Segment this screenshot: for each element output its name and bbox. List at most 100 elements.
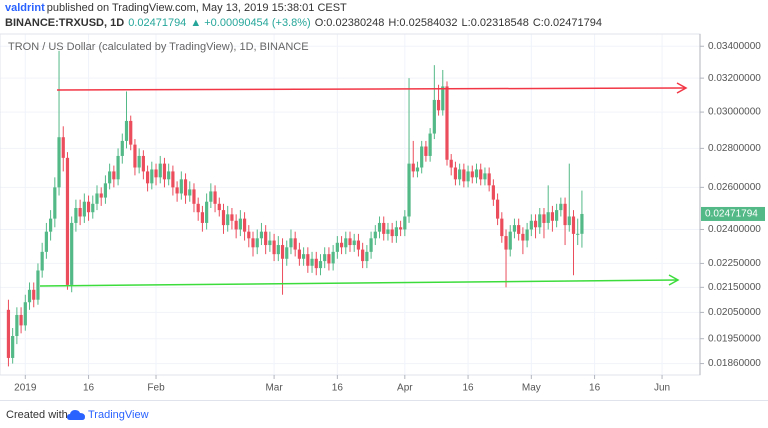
candle-body [428, 133, 432, 156]
chart-title: TRON / US Dollar (calculated by TradingV… [8, 41, 309, 53]
x-tick-label: 16 [83, 383, 95, 394]
candle-body [154, 169, 158, 178]
candle-body [15, 314, 19, 337]
candle-body [162, 163, 167, 180]
candle-body [407, 163, 411, 217]
candle-body [310, 258, 314, 266]
candle-body [221, 210, 226, 226]
candle-body [420, 146, 424, 168]
candle-body [200, 212, 205, 223]
candle-body [529, 220, 533, 230]
candle-body [344, 238, 348, 248]
y-tick-label: 0.03200000 [708, 73, 761, 84]
candle-body [32, 289, 36, 300]
change: ▲ +0.00090454 (+3.8%) [190, 17, 311, 29]
candle-body [285, 247, 289, 259]
y-tick-label: 0.01860000 [708, 358, 761, 369]
candle-body [234, 220, 238, 230]
candle-body [512, 225, 517, 232]
last-price-label: 0.02471794 [705, 209, 758, 220]
brand[interactable]: TradingView [88, 409, 149, 421]
grid [0, 34, 700, 375]
x-tick-label: 16 [332, 383, 344, 394]
candle-body [508, 231, 512, 250]
candle-body [487, 173, 491, 186]
author[interactable]: valdrint [5, 2, 45, 14]
candle-body [339, 242, 344, 248]
candle-body [175, 187, 179, 194]
candle-body [145, 171, 150, 184]
x-tick-label: Jun [654, 383, 670, 394]
y-tick-label: 0.01950000 [708, 333, 761, 344]
candle-body [504, 236, 508, 250]
last: 0.02471794 [128, 17, 187, 29]
candle-body [331, 251, 335, 264]
close: C:0.02471794 [532, 17, 602, 29]
y-tick-label: 0.02800000 [708, 143, 761, 154]
candle-body [474, 169, 479, 178]
candle-body [23, 302, 27, 326]
candle-body [238, 218, 242, 230]
candle-body [441, 86, 445, 111]
candle-body [44, 231, 48, 252]
candle-body [466, 171, 470, 182]
created-with: Created with [6, 409, 68, 421]
candle-body [327, 254, 331, 264]
candle-body [335, 242, 339, 252]
candle-body [217, 203, 221, 211]
candle-body [458, 169, 462, 180]
candle-body [255, 238, 259, 248]
candle-body [495, 199, 500, 219]
candle-body [394, 227, 398, 237]
candle-body [415, 167, 420, 172]
high: H:0.02584032 [388, 17, 458, 29]
candle-body [318, 261, 323, 269]
candle-body [120, 140, 124, 156]
candle-body [209, 191, 213, 202]
candle-body [259, 231, 264, 239]
candle-body [546, 212, 550, 223]
y-tick-label: 0.02600000 [708, 182, 761, 193]
candle-body [411, 163, 415, 172]
candle-body [167, 171, 171, 180]
candle-body [272, 240, 276, 255]
green-arrow [668, 274, 680, 286]
candle-body [436, 99, 441, 111]
candle-body [453, 167, 458, 180]
candle-body [196, 203, 200, 213]
candle-body [268, 240, 272, 246]
x-tick-label: Feb [147, 383, 165, 394]
candle-body [57, 137, 61, 188]
candle-body [500, 218, 504, 237]
x-tick-label: May [522, 383, 541, 394]
candle-body [373, 231, 377, 239]
candle-body [150, 169, 154, 184]
candle-body [78, 207, 82, 217]
candle-body [116, 155, 120, 180]
candle-body [289, 238, 293, 248]
candle-body [226, 214, 230, 226]
x-tick-label: Mar [265, 383, 283, 394]
candle-body [377, 222, 382, 232]
candle-body [462, 169, 466, 182]
candle-body [82, 201, 86, 217]
candle-body [205, 201, 209, 223]
candle-body [251, 238, 255, 248]
candle-body [542, 214, 546, 223]
candles [6, 50, 584, 367]
candle-body [361, 249, 365, 262]
candle-body [99, 193, 103, 198]
candle-body [19, 314, 23, 326]
candle-body [61, 137, 65, 158]
y-tick-label: 0.02250000 [708, 258, 761, 269]
candle-body [242, 218, 247, 232]
candle-body [36, 270, 40, 300]
candle-body [517, 225, 521, 234]
candle-body [65, 157, 70, 285]
candle-body [74, 207, 78, 223]
candle-body [95, 193, 99, 204]
candle-body [171, 171, 175, 188]
candle-body [183, 179, 188, 196]
candle-body [432, 99, 436, 134]
candle-body [424, 146, 428, 156]
